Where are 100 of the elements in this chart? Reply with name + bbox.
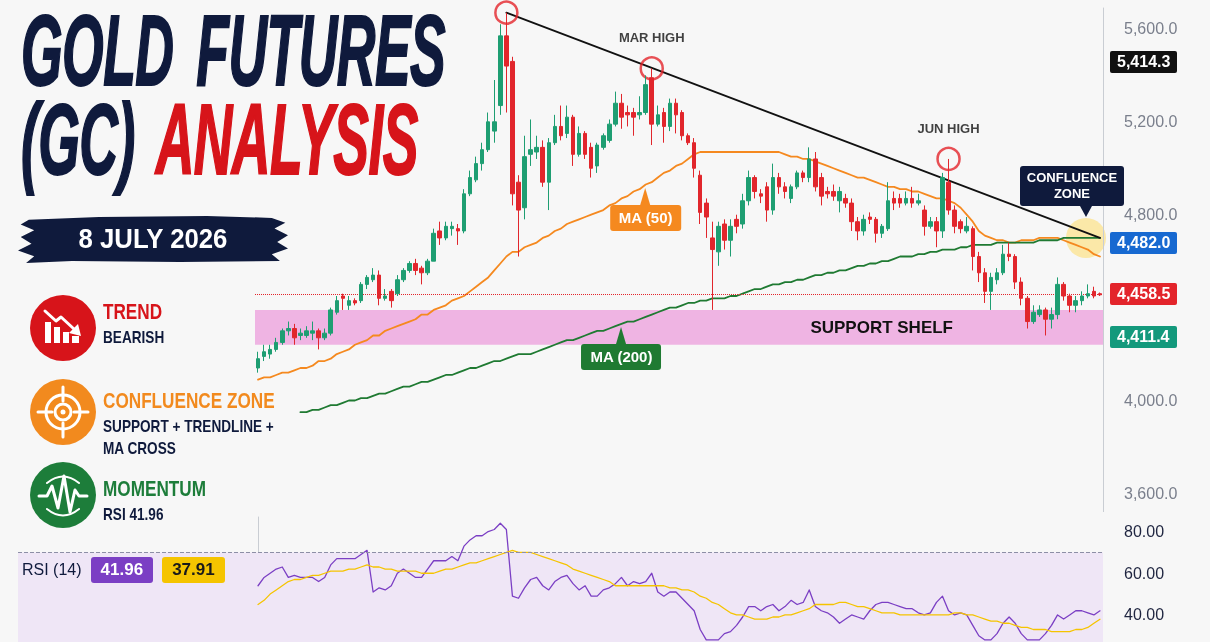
candlestick: [1080, 290, 1084, 306]
candlestick: [861, 214, 866, 237]
candlestick: [353, 297, 357, 306]
candlestick: [462, 188, 466, 234]
candlestick: [928, 216, 933, 230]
point: [936, 146, 961, 172]
candlestick: [964, 216, 969, 234]
text: 8 JULY 2026: [78, 223, 228, 254]
candlestick: [559, 105, 563, 141]
ref-line-label: 4,458.5: [1110, 283, 1178, 306]
line-series: [257, 522, 1101, 641]
candlestick: [474, 156, 478, 183]
candlestick: [874, 216, 878, 244]
candlestick: [662, 107, 666, 144]
y-tick-label: 40.00: [1124, 606, 1165, 624]
candlestick: [595, 142, 599, 174]
y-tick-label: 3,600.0: [1124, 484, 1178, 502]
text: 37.91: [162, 557, 225, 583]
candlestick: [880, 223, 884, 239]
candlestick: [547, 137, 551, 211]
band-label: SUPPORT SHELF: [810, 317, 953, 337]
candlestick: [771, 163, 775, 216]
candlestick: [274, 337, 278, 353]
candlestick: [692, 137, 696, 179]
candlestick: [904, 190, 908, 206]
candlestick: [256, 351, 260, 374]
candlestick: [268, 344, 272, 360]
candlestick: [383, 288, 387, 302]
candlestick: [795, 170, 799, 190]
candlestick: [934, 216, 939, 248]
candlestick: [456, 223, 460, 246]
candlestick: [698, 170, 702, 225]
candlestick: [347, 295, 351, 311]
candlestick: [916, 193, 921, 206]
candlestick: [898, 193, 902, 209]
candlestick: [553, 114, 557, 146]
y-tick-label: 4,800.0: [1124, 206, 1178, 224]
candlestick: [1007, 242, 1011, 262]
candlestick: [316, 328, 321, 350]
candlestick: [686, 132, 690, 146]
candlestick: [807, 146, 811, 183]
text: 5,414.3: [1110, 51, 1178, 73]
data-label: JUN HIGH: [917, 120, 980, 136]
data-label: MAR HIGH: [618, 30, 685, 46]
candlestick: [1001, 244, 1005, 276]
legend-label: MA (200): [581, 343, 662, 370]
point: [639, 56, 664, 81]
candlestick: [262, 344, 266, 362]
candlestick: [716, 221, 721, 267]
candlestick: [359, 281, 363, 304]
candlestick: [656, 105, 660, 127]
candlestick: [577, 125, 581, 158]
candlestick: [492, 79, 497, 144]
candlestick: [292, 323, 297, 346]
text: MOMENTUM: [103, 476, 206, 501]
candlestick: [674, 98, 678, 134]
line-series: [257, 549, 1101, 633]
candlestick: [589, 142, 593, 179]
candlestick: [335, 295, 339, 316]
text: GOLD FUTURES (GC) ANALYSIS: [21, 0, 446, 195]
candlestick: [583, 130, 587, 160]
candlestick: [989, 272, 993, 311]
y-tick-label: 80.00: [1124, 523, 1165, 541]
annotation: CONFLUENCE ZONE: [1019, 165, 1124, 206]
candlestick: [783, 181, 787, 199]
y-tick-label: 60.00: [1124, 564, 1165, 582]
candlestick: [886, 181, 890, 232]
candlestick: [789, 184, 793, 204]
candlestick: [522, 135, 527, 220]
y-tick-label: 5,200.0: [1124, 113, 1178, 131]
legend-label: MA (50): [609, 204, 682, 231]
candlestick: [365, 274, 369, 290]
candlestick: [486, 112, 490, 153]
candlestick: [540, 139, 545, 188]
candlestick: [728, 218, 733, 258]
point: [494, 0, 519, 25]
candlestick: [837, 186, 842, 213]
candlestick: [1073, 295, 1078, 313]
candlestick: [704, 197, 709, 239]
candlestick: [722, 218, 727, 251]
text: 4,482.0: [1110, 232, 1178, 254]
candlestick: [971, 225, 975, 271]
candlestick: [668, 98, 672, 132]
text: TREND: [103, 299, 163, 324]
candlestick: [734, 214, 739, 234]
candlestick: [480, 142, 484, 172]
text: BEARISH: [103, 327, 166, 349]
y-tick-label: 5,600.0: [1124, 20, 1178, 38]
candlestick: [765, 181, 769, 223]
candlestick: [371, 267, 375, 283]
candlestick: [1013, 253, 1017, 290]
candlestick: [868, 211, 872, 225]
candlestick: [1043, 307, 1048, 336]
y-tick-label: 4,000.0: [1124, 392, 1178, 410]
candlestick: [922, 204, 927, 237]
candlestick: [940, 172, 945, 239]
candlestick: [1086, 283, 1090, 299]
candlestick: [777, 172, 781, 195]
candlestick: [468, 170, 472, 197]
candlestick: [995, 267, 999, 285]
